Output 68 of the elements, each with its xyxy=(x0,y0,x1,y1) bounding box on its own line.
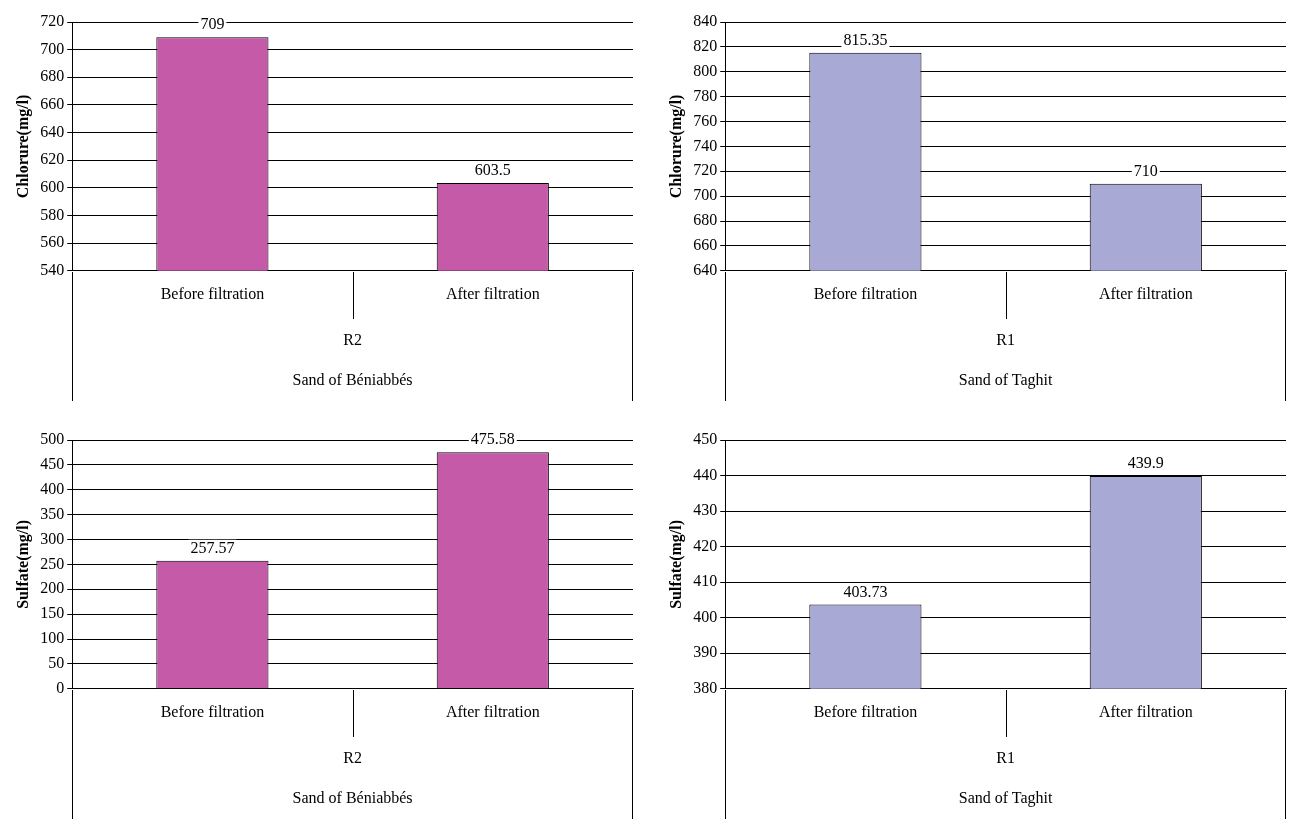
x-tick-label: Before filtration xyxy=(160,702,265,720)
y-tick-label: 250 xyxy=(40,554,65,572)
text: R1 xyxy=(996,749,1015,766)
x-tick-label: Before filtration xyxy=(160,284,265,302)
y-axis-title: Sulfate(mg/l) xyxy=(13,519,32,609)
y-tick-label: 720 xyxy=(40,12,65,30)
y-axis-title: Chlorure(mg/l) xyxy=(666,94,685,199)
y-tick-label: 390 xyxy=(693,643,718,661)
data-label: 257.57 xyxy=(190,538,235,556)
x-tick-label: After filtration xyxy=(1098,702,1193,720)
y-tick-label: 700 xyxy=(693,186,718,204)
y-tick-label: 840 xyxy=(693,12,718,30)
y-tick-label: 50 xyxy=(48,654,65,672)
data-label: 475.58 xyxy=(470,430,515,448)
text: R1 xyxy=(996,331,1015,348)
data-label: 439.9 xyxy=(1127,454,1164,472)
x-axis-title: Sand of Taghit xyxy=(958,371,1053,389)
y-tick-label: 440 xyxy=(693,465,718,483)
y-tick-label: 500 xyxy=(40,430,65,448)
y-tick-label: 200 xyxy=(40,579,65,597)
y-tick-label: 410 xyxy=(693,572,718,590)
y-tick-label: 350 xyxy=(40,504,65,522)
data-label: 710 xyxy=(1133,161,1158,179)
y-tick-label: 620 xyxy=(40,150,65,168)
y-tick-label: 780 xyxy=(693,86,718,104)
y-tick-label: 420 xyxy=(693,536,718,554)
y-tick-label: 400 xyxy=(693,607,718,625)
y-tick-label: 680 xyxy=(40,67,65,85)
y-tick-label: 600 xyxy=(40,178,65,196)
y-tick-label: 150 xyxy=(40,604,65,622)
y-tick-label: 560 xyxy=(40,233,65,251)
data-label: 709 xyxy=(200,15,225,33)
y-tick-label: 700 xyxy=(40,39,65,57)
x-axis-title: Sand of Béniabbés xyxy=(292,371,413,388)
y-tick-label: 660 xyxy=(40,95,65,113)
y-tick-label: 660 xyxy=(693,236,718,254)
y-tick-label: 540 xyxy=(40,261,65,278)
x-axis-title: Sand of Béniabbés xyxy=(292,789,413,806)
y-axis-title: Chlorure(mg/l) xyxy=(13,94,32,199)
y-tick-label: 450 xyxy=(693,430,718,448)
text: R2 xyxy=(343,331,362,348)
y-tick-label: 760 xyxy=(693,111,718,129)
y-tick-label: 0 xyxy=(56,679,65,696)
x-tick-label: After filtration xyxy=(445,702,540,720)
y-tick-label: 680 xyxy=(693,211,718,229)
y-tick-label: 820 xyxy=(693,37,718,55)
x-tick-label: After filtration xyxy=(445,284,540,302)
y-tick-label: 430 xyxy=(693,501,718,519)
y-tick-label: 580 xyxy=(40,205,65,223)
y-tick-label: 800 xyxy=(693,61,718,79)
y-tick-label: 100 xyxy=(40,629,65,647)
data-label: 403.73 xyxy=(843,582,888,600)
y-tick-label: 380 xyxy=(693,679,718,696)
y-axis-title: Sulfate(mg/l) xyxy=(666,519,685,609)
text: R2 xyxy=(343,749,362,766)
y-tick-label: 400 xyxy=(40,479,65,497)
x-axis-title: Sand of Taghit xyxy=(958,789,1053,807)
y-tick-label: 740 xyxy=(693,136,718,154)
x-tick-label: Before filtration xyxy=(813,702,918,720)
y-tick-label: 720 xyxy=(693,161,718,179)
y-tick-label: 450 xyxy=(40,455,65,473)
data-label: 603.5 xyxy=(474,161,511,179)
x-tick-label: After filtration xyxy=(1098,284,1193,302)
data-label: 815.35 xyxy=(843,30,888,48)
x-tick-label: Before filtration xyxy=(813,284,918,302)
y-tick-label: 640 xyxy=(40,122,65,140)
y-tick-label: 300 xyxy=(40,529,65,547)
y-tick-label: 640 xyxy=(693,261,718,278)
